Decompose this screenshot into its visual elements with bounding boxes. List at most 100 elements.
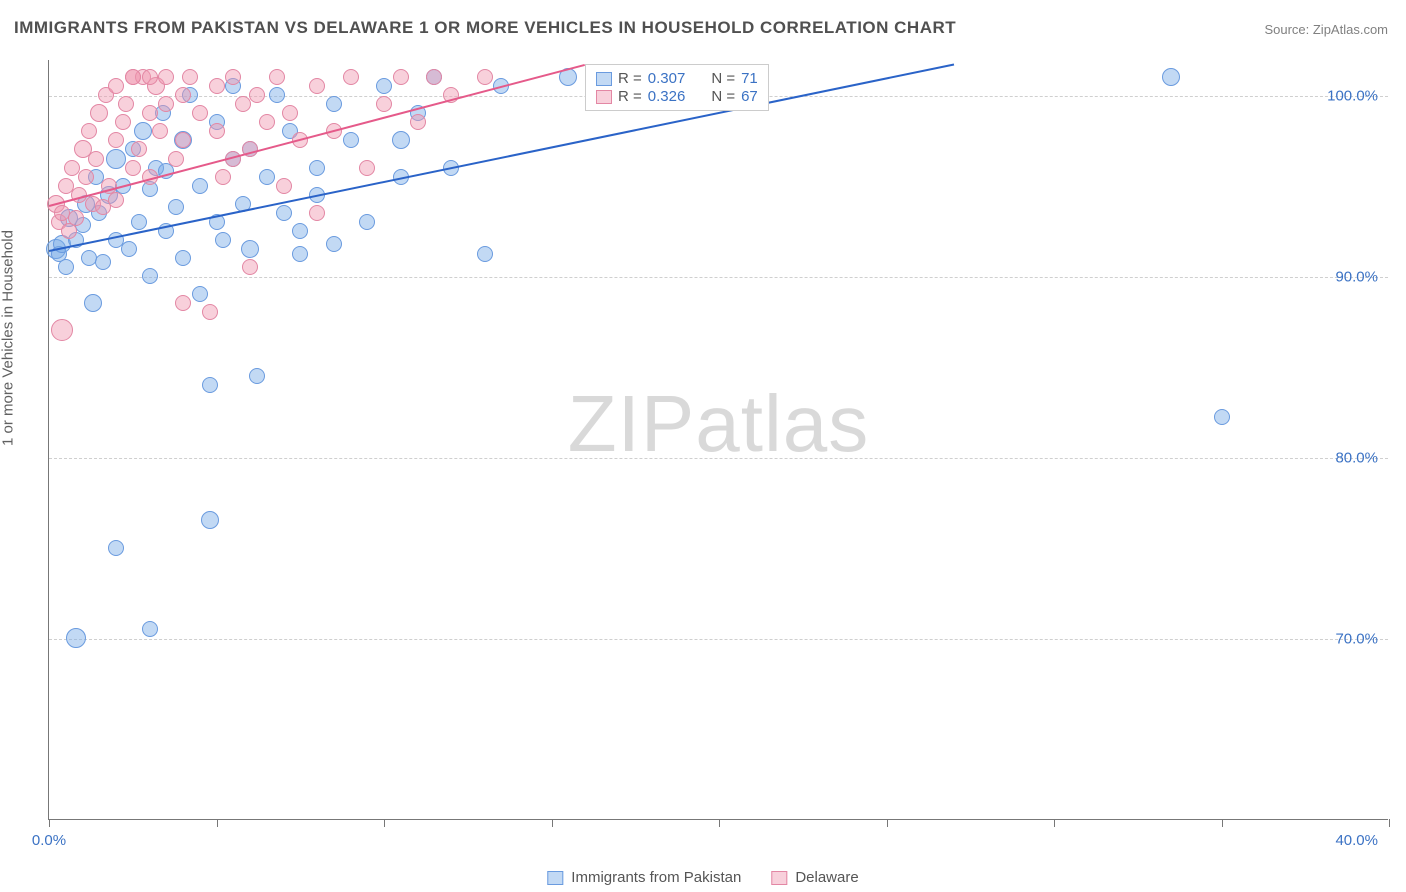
- scatter-point: [249, 87, 265, 103]
- scatter-point: [477, 246, 493, 262]
- scatter-plot: ZIPatlas 70.0%80.0%90.0%100.0%0.0%40.0%R…: [48, 60, 1388, 820]
- scatter-point: [81, 123, 97, 139]
- gridline: [49, 458, 1388, 459]
- x-tick-label: 0.0%: [32, 832, 66, 849]
- scatter-point: [168, 199, 184, 215]
- legend-swatch-icon: [771, 871, 787, 885]
- legend-label: Delaware: [795, 869, 858, 886]
- scatter-point: [134, 122, 152, 140]
- gridline: [49, 277, 1388, 278]
- scatter-point: [282, 105, 298, 121]
- scatter-point: [192, 105, 208, 121]
- bottom-legend: Immigrants from Pakistan Delaware: [547, 869, 858, 886]
- scatter-point: [84, 294, 102, 312]
- legend-swatch-icon: [596, 90, 612, 104]
- scatter-point: [158, 96, 174, 112]
- scatter-point: [142, 105, 158, 121]
- y-tick-label: 90.0%: [1335, 269, 1378, 286]
- scatter-point: [326, 236, 342, 252]
- scatter-point: [66, 628, 86, 648]
- scatter-point: [225, 69, 241, 85]
- scatter-point: [125, 160, 141, 176]
- scatter-point: [376, 78, 392, 94]
- scatter-point: [241, 240, 259, 258]
- legend-label: Immigrants from Pakistan: [571, 869, 741, 886]
- scatter-point: [175, 132, 191, 148]
- scatter-point: [276, 205, 292, 221]
- scatter-point: [68, 210, 84, 226]
- legend-item-pakistan: Immigrants from Pakistan: [547, 869, 741, 886]
- r-value: 0.326: [648, 88, 686, 105]
- scatter-point: [175, 87, 191, 103]
- scatter-point: [131, 141, 147, 157]
- scatter-point: [269, 87, 285, 103]
- scatter-point: [142, 69, 158, 85]
- r-label: R =: [618, 88, 642, 105]
- scatter-point: [309, 160, 325, 176]
- x-tick: [552, 819, 553, 827]
- n-value: 71: [741, 70, 758, 87]
- scatter-point: [259, 114, 275, 130]
- scatter-point: [51, 319, 73, 341]
- scatter-point: [292, 246, 308, 262]
- x-tick: [384, 819, 385, 827]
- scatter-point: [343, 69, 359, 85]
- scatter-point: [309, 78, 325, 94]
- scatter-point: [118, 96, 134, 112]
- x-tick: [719, 819, 720, 827]
- y-axis-title: 1 or more Vehicles in Household: [0, 230, 17, 446]
- scatter-point: [359, 160, 375, 176]
- legend-swatch-icon: [596, 72, 612, 86]
- x-tick: [49, 819, 50, 827]
- scatter-point: [142, 268, 158, 284]
- r-value: 0.307: [648, 70, 686, 87]
- scatter-point: [121, 241, 137, 257]
- scatter-point: [108, 132, 124, 148]
- scatter-point: [326, 96, 342, 112]
- x-tick: [1222, 819, 1223, 827]
- scatter-point: [1162, 68, 1180, 86]
- y-tick-label: 100.0%: [1327, 88, 1378, 105]
- scatter-point: [58, 259, 74, 275]
- scatter-point: [1214, 409, 1230, 425]
- n-value: 67: [741, 88, 758, 105]
- scatter-point: [242, 259, 258, 275]
- scatter-point: [201, 511, 219, 529]
- n-label: N =: [711, 88, 735, 105]
- scatter-point: [292, 223, 308, 239]
- legend-item-delaware: Delaware: [771, 869, 858, 886]
- watermark: ZIPatlas: [568, 378, 869, 470]
- scatter-point: [202, 304, 218, 320]
- x-tick: [1054, 819, 1055, 827]
- scatter-point: [309, 205, 325, 221]
- watermark-atlas: atlas: [695, 379, 869, 468]
- scatter-point: [202, 377, 218, 393]
- scatter-point: [343, 132, 359, 148]
- scatter-point: [259, 169, 275, 185]
- scatter-point: [78, 169, 94, 185]
- scatter-point: [215, 169, 231, 185]
- r-label: R =: [618, 70, 642, 87]
- scatter-point: [359, 214, 375, 230]
- scatter-point: [108, 78, 124, 94]
- scatter-point: [392, 131, 410, 149]
- watermark-zip: ZIP: [568, 379, 695, 468]
- scatter-point: [393, 69, 409, 85]
- scatter-point: [168, 151, 184, 167]
- stats-legend-row: R =0.307N =71: [596, 70, 758, 87]
- x-tick: [217, 819, 218, 827]
- scatter-point: [131, 214, 147, 230]
- stats-legend-row: R = 0.326 N = 67: [596, 88, 758, 105]
- x-tick-label: 40.0%: [1335, 832, 1378, 849]
- scatter-point: [192, 178, 208, 194]
- y-tick-label: 70.0%: [1335, 631, 1378, 648]
- scatter-point: [182, 69, 198, 85]
- scatter-point: [249, 368, 265, 384]
- scatter-point: [209, 78, 225, 94]
- scatter-point: [477, 69, 493, 85]
- stats-legend: R = 0.307 N = 71R = 0.326 N = 67: [585, 64, 769, 111]
- scatter-point: [192, 286, 208, 302]
- chart-title: IMMIGRANTS FROM PAKISTAN VS DELAWARE 1 O…: [14, 18, 956, 38]
- scatter-point: [125, 69, 141, 85]
- scatter-point: [426, 69, 442, 85]
